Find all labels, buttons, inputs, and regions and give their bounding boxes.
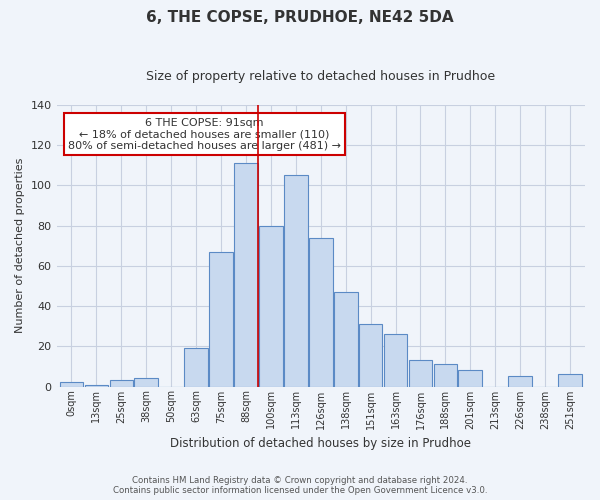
Bar	[434, 364, 457, 386]
Bar	[334, 292, 358, 386]
Bar	[134, 378, 158, 386]
Bar	[59, 382, 83, 386]
Text: 6, THE COPSE, PRUDHOE, NE42 5DA: 6, THE COPSE, PRUDHOE, NE42 5DA	[146, 10, 454, 25]
Y-axis label: Number of detached properties: Number of detached properties	[15, 158, 25, 334]
Bar	[110, 380, 133, 386]
Bar	[85, 384, 108, 386]
Bar	[259, 226, 283, 386]
Bar	[409, 360, 433, 386]
Bar	[284, 176, 308, 386]
Bar	[508, 376, 532, 386]
Bar	[384, 334, 407, 386]
Bar	[184, 348, 208, 387]
Title: Size of property relative to detached houses in Prudhoe: Size of property relative to detached ho…	[146, 70, 496, 83]
Bar	[209, 252, 233, 386]
Bar	[458, 370, 482, 386]
Text: Contains HM Land Registry data © Crown copyright and database right 2024.
Contai: Contains HM Land Registry data © Crown c…	[113, 476, 487, 495]
X-axis label: Distribution of detached houses by size in Prudhoe: Distribution of detached houses by size …	[170, 437, 471, 450]
Bar	[359, 324, 382, 386]
Text: 6 THE COPSE: 91sqm
← 18% of detached houses are smaller (110)
80% of semi-detach: 6 THE COPSE: 91sqm ← 18% of detached hou…	[68, 118, 341, 151]
Bar	[234, 164, 258, 386]
Bar	[309, 238, 332, 386]
Bar	[558, 374, 582, 386]
